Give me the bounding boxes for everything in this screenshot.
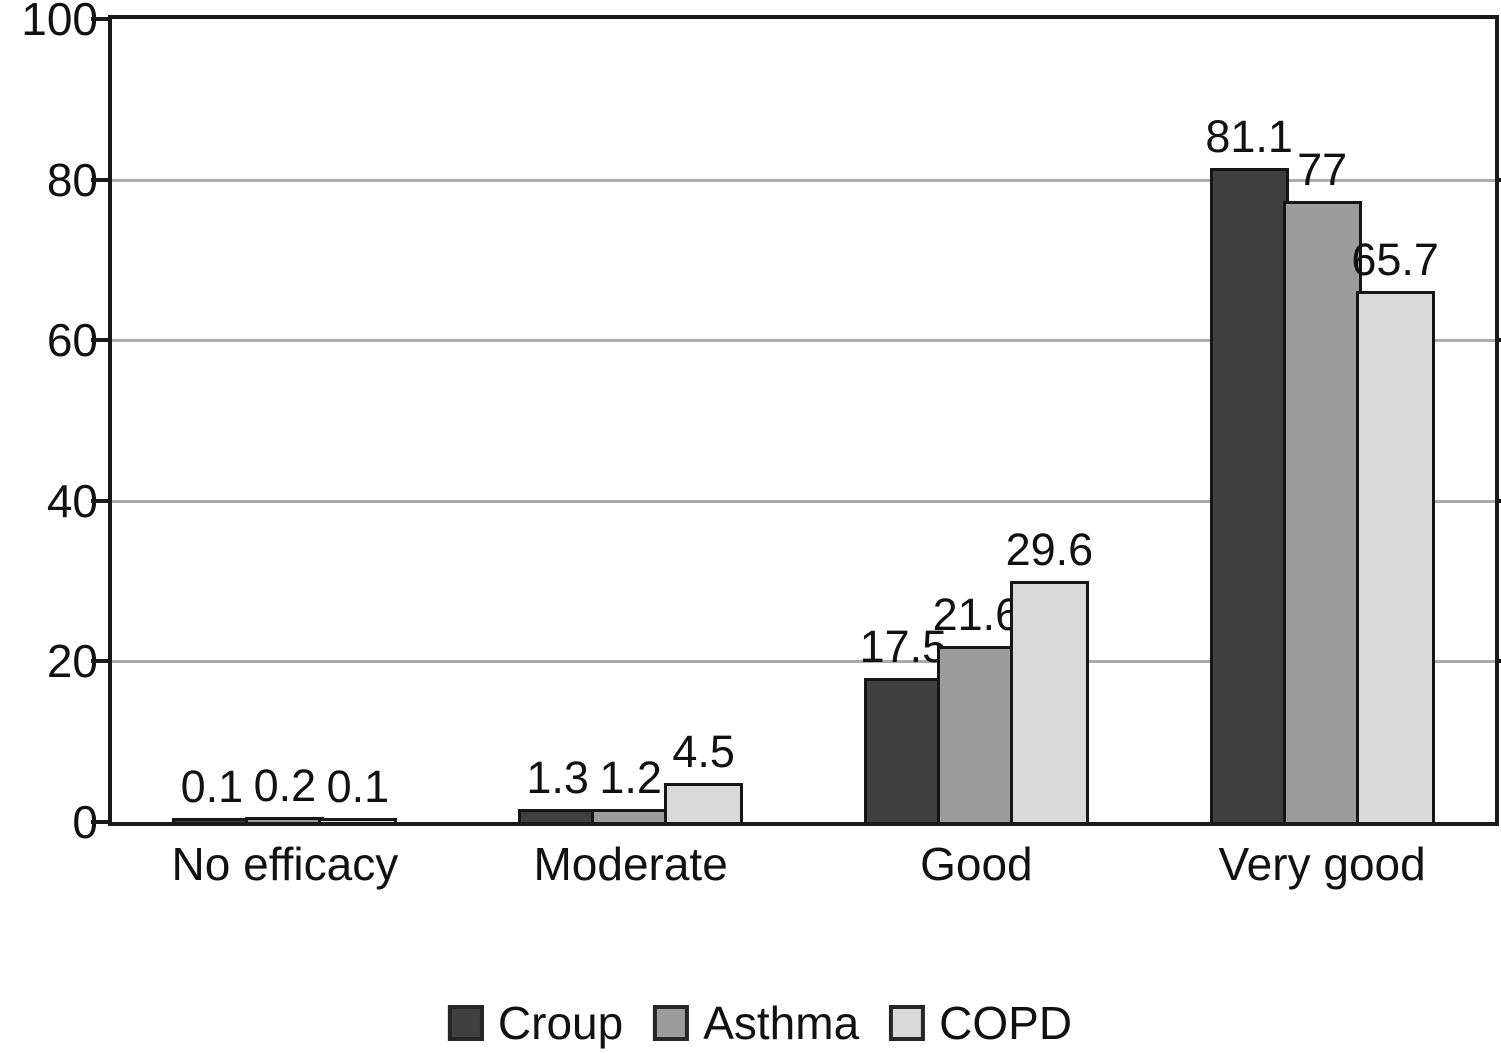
gridline-y-80: [112, 178, 1495, 182]
value-label-copd-moderate: 4.5: [672, 725, 735, 777]
bar-copd-good: [1009, 581, 1089, 822]
value-label-asthma-moderate: 1.2: [599, 752, 662, 804]
y-tick-mark-right-40: [1499, 498, 1501, 503]
bar-copd-moderate: [664, 782, 744, 822]
legend-label-croup: Croup: [497, 997, 624, 1049]
category-label-moderate: Moderate: [533, 838, 728, 890]
bar-croup-good: [863, 678, 943, 822]
legend-item-asthma: Asthma: [653, 1000, 859, 1046]
bar-asthma-very-good: [1282, 200, 1362, 822]
bar-asthma-no-efficacy: [245, 817, 325, 822]
y-tick-label-40: 40: [46, 474, 98, 527]
value-label-copd-good: 29.6: [1005, 524, 1094, 576]
legend-label-asthma: Asthma: [703, 997, 860, 1049]
value-label-asthma-good: 21.6: [932, 588, 1021, 640]
value-label-croup-very-good: 81.1: [1205, 110, 1293, 162]
gridline-y-20: [112, 660, 1495, 664]
y-tick-mark-right-80: [1499, 177, 1501, 182]
y-tick-label-100: 100: [21, 0, 98, 45]
value-label-croup-no-efficacy: 0.1: [180, 761, 244, 812]
legend-swatch-copd: [889, 1005, 926, 1041]
y-tick-mark-left-80: [91, 177, 112, 182]
category-label-good: Good: [920, 838, 1033, 890]
bar-croup-no-efficacy: [172, 818, 252, 822]
y-tick-mark-right-20: [1499, 659, 1501, 664]
bar-asthma-moderate: [591, 809, 671, 822]
y-tick-mark-left-100: [91, 17, 112, 21]
y-tick-mark-left-40: [91, 498, 112, 503]
legend: Croup Asthma COPD: [447, 997, 1072, 1049]
bar-croup-moderate: [518, 808, 598, 822]
value-label-asthma-very-good: 77: [1297, 143, 1348, 195]
plot-area: 0.1 0.2 0.1 1.3 1.2 4.5 17.5 21.6 29.6 81.1 77 65.7: [108, 15, 1499, 826]
bar-copd-no-efficacy: [318, 818, 398, 822]
y-tick-label-60: 60: [46, 314, 98, 367]
y-tick-mark-left-0: [91, 820, 112, 824]
bar-croup-very-good: [1209, 167, 1289, 822]
legend-item-croup: Croup: [447, 997, 624, 1049]
category-label-very-good: Very good: [1218, 838, 1426, 890]
y-tick-label-20: 20: [46, 635, 98, 688]
y-tick-label-80: 80: [46, 153, 98, 206]
category-label-no-efficacy: No efficacy: [171, 838, 399, 890]
bar-asthma-good: [936, 645, 1016, 822]
legend-label-copd: COPD: [939, 997, 1073, 1049]
y-tick-mark-right-60: [1499, 338, 1501, 343]
gridline-y-60: [112, 339, 1495, 343]
value-label-copd-no-efficacy: 0.1: [326, 761, 390, 812]
bar-copd-very-good: [1355, 291, 1435, 822]
legend-swatch-asthma: [653, 1005, 690, 1041]
y-tick-mark-left-20: [91, 659, 112, 664]
legend-swatch-croup: [447, 1005, 484, 1041]
value-label-croup-good: 17.5: [859, 621, 948, 673]
y-tick-mark-left-60: [91, 338, 112, 343]
y-tick-label-0: 0: [72, 796, 98, 848]
value-label-copd-very-good: 65.7: [1351, 234, 1439, 286]
legend-item-copd: COPD: [889, 1000, 1072, 1046]
value-label-croup-moderate: 1.3: [526, 751, 589, 803]
gridline-y-40: [112, 499, 1495, 503]
value-label-asthma-no-efficacy: 0.2: [253, 760, 317, 812]
